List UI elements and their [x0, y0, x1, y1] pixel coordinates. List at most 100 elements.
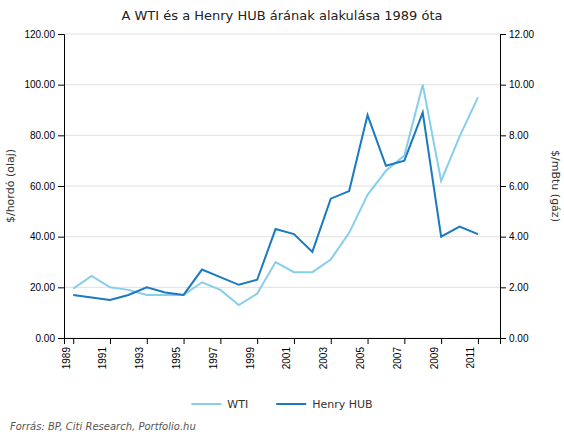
tick-mark — [500, 135, 506, 136]
legend-item: Henry HUB — [276, 398, 372, 411]
tick: 60.00 — [30, 181, 64, 192]
plot: 1989 1991 1993 1995 1997 1999 2001 2003 2005 2007… — [24, 29, 534, 370]
tick-mark — [184, 338, 185, 344]
y-axis-title: $/hordó (olaj) — [4, 149, 17, 223]
tick-label: 2.00 — [509, 282, 529, 293]
tick: 40.00 — [30, 231, 64, 242]
y2-axis: 0.00 2.00 4.00 6.00 8.00 10.00 12.00 — [500, 29, 534, 344]
tick-label: 1997 — [208, 347, 219, 370]
tick-mark — [110, 338, 111, 344]
tick: 1993 — [134, 338, 147, 369]
tick-label: 2007 — [392, 347, 403, 370]
tick-label: 2003 — [318, 347, 329, 370]
tick-mark — [73, 338, 74, 344]
tick-mark — [294, 338, 295, 344]
tick: 1989 — [61, 338, 74, 369]
tick-mark — [331, 338, 332, 344]
tick: 20.00 — [30, 282, 64, 293]
tick: 1999 — [245, 338, 258, 369]
tick: 2007 — [392, 338, 405, 369]
tick-mark — [58, 34, 64, 35]
chart: 1989 1991 1993 1995 1997 1999 2001 2003 2005 2007… — [0, 0, 564, 438]
grid-line — [64, 287, 500, 288]
tick-label: 10.00 — [509, 79, 534, 90]
tick-label: 1993 — [134, 347, 145, 370]
tick-label: 1999 — [245, 347, 256, 370]
tick-label: 1989 — [61, 347, 72, 370]
tick: 2011 — [465, 338, 478, 369]
grid-line — [64, 84, 500, 85]
tick-mark — [500, 34, 506, 35]
tick-mark — [500, 287, 506, 288]
x-axis: 1989 1991 1993 1995 1997 1999 2001 2003 2005 2007… — [61, 338, 501, 369]
tick: 1997 — [208, 338, 221, 369]
tick-label: 0.00 — [509, 333, 529, 344]
tick-mark — [58, 287, 64, 288]
legend-label: Henry HUB — [312, 398, 372, 411]
tick-label: 4.00 — [509, 231, 529, 242]
legend-swatch — [276, 403, 306, 405]
y-axis: 0.00 20.00 40.00 60.00 80.00 100.00 120.00 — [24, 29, 64, 344]
tick-mark — [500, 338, 506, 339]
tick-label: 1991 — [97, 347, 108, 370]
annotation: Forrás: BP, Citi Research, Portfolio.hu — [10, 421, 196, 432]
tick-mark — [500, 85, 506, 86]
axis-line — [58, 35, 65, 339]
tick-mark — [147, 338, 148, 344]
tick: 120.00 — [24, 29, 64, 40]
tick-label: 12.00 — [509, 29, 534, 40]
tick-mark — [368, 338, 369, 344]
tick-mark — [257, 338, 258, 344]
tick: 1995 — [171, 338, 184, 369]
tick-label: 2011 — [465, 347, 476, 369]
tick: 0.00 — [36, 333, 64, 344]
tick-label: 8.00 — [509, 130, 529, 141]
tick: 2009 — [429, 338, 442, 369]
axis-line — [501, 35, 507, 339]
tick-mark — [58, 135, 64, 136]
tick-label: 6.00 — [509, 181, 529, 192]
legend-swatch — [191, 403, 221, 405]
tick: 4.00 — [500, 231, 529, 242]
tick-mark — [58, 338, 64, 339]
tick: 2001 — [281, 338, 294, 369]
tick-label: 120.00 — [24, 29, 55, 40]
tick-label: 20.00 — [30, 282, 55, 293]
legend-label: WTI — [227, 398, 248, 411]
tick: 10.00 — [500, 79, 534, 90]
grid-line — [64, 34, 500, 35]
tick-label: 2001 — [281, 347, 292, 370]
tick-mark — [441, 338, 442, 344]
tick-mark — [58, 237, 64, 238]
tick-mark — [500, 186, 506, 187]
grid-line — [64, 135, 500, 136]
tick-mark — [478, 338, 479, 344]
tick: 2.00 — [500, 282, 529, 293]
tick-label: 2009 — [429, 347, 440, 370]
tick-mark — [404, 338, 405, 344]
tick-label: 40.00 — [30, 231, 55, 242]
tick: 0.00 — [500, 333, 529, 344]
y2-axis-title: $/mBtu (gáz) — [549, 150, 562, 222]
lines — [73, 85, 478, 305]
series-line — [73, 113, 478, 300]
title: A WTI és a Henry HUB árának alakulása 19… — [121, 8, 442, 23]
tick: 2005 — [355, 338, 368, 369]
tick: 80.00 — [30, 130, 64, 141]
tick: 100.00 — [24, 79, 64, 90]
tick-mark — [58, 85, 64, 86]
tick-label: 60.00 — [30, 181, 55, 192]
grid-line — [64, 236, 500, 237]
tick-mark — [220, 338, 221, 344]
tick: 12.00 — [500, 29, 534, 40]
tick-mark — [500, 237, 506, 238]
tick: 6.00 — [500, 181, 529, 192]
tick-label: 100.00 — [24, 79, 55, 90]
series-line — [73, 85, 478, 305]
legend: WTI Henry HUB — [191, 398, 372, 411]
tick-label: 2005 — [355, 347, 366, 370]
tick-label: 1995 — [171, 347, 182, 370]
tick-label: 80.00 — [30, 130, 55, 141]
tick: 1991 — [97, 338, 110, 369]
tick-label: 0.00 — [36, 333, 56, 344]
